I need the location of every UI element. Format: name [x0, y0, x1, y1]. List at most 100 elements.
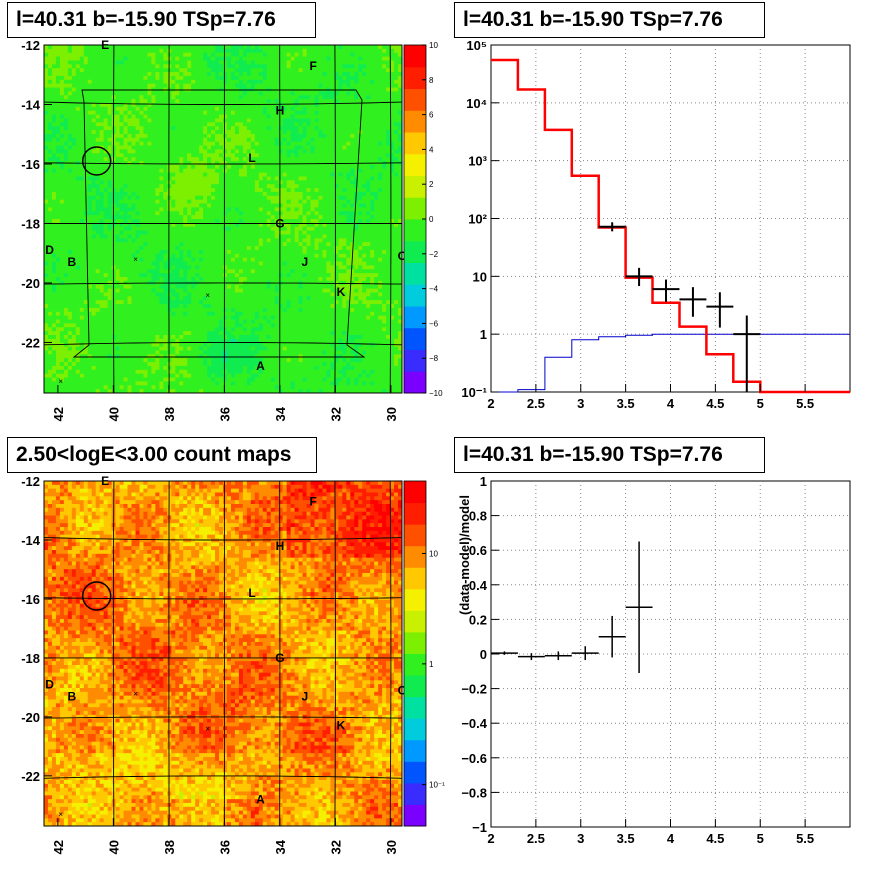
map-pixel — [167, 164, 172, 170]
map-pixel — [115, 103, 120, 108]
map-pixel — [306, 72, 311, 77]
map-pixel — [386, 153, 391, 158]
map-pixel — [278, 149, 284, 154]
map-pixel — [354, 72, 359, 77]
map-pixel — [215, 164, 220, 170]
map-pixel — [366, 106, 371, 112]
map-pixel — [131, 126, 136, 131]
map-pixel — [226, 149, 232, 154]
map-pixel — [191, 176, 196, 181]
map-pixel — [258, 188, 264, 193]
map-pixel — [370, 87, 375, 92]
map-pixel — [199, 180, 204, 185]
map-pixel — [350, 145, 355, 150]
map-pixel — [330, 226, 335, 231]
map-pixel — [191, 211, 196, 216]
map-pixel — [326, 203, 331, 208]
map-pixel — [123, 242, 128, 247]
map-pixel — [306, 149, 311, 154]
map-pixel — [135, 230, 140, 235]
map-pixel — [362, 215, 367, 220]
map-pixel — [318, 103, 323, 108]
map-pixel — [374, 207, 379, 212]
map-pixel — [370, 176, 375, 181]
map-pixel — [246, 191, 252, 197]
map-pixel — [95, 103, 101, 108]
map-pixel — [338, 215, 343, 220]
map-pixel — [207, 72, 212, 77]
map-pixel — [246, 226, 252, 231]
map-pixel — [258, 253, 264, 259]
map-pixel — [175, 226, 180, 231]
map-pixel — [79, 184, 85, 189]
map-pixel — [83, 253, 89, 259]
map-pixel — [382, 199, 387, 204]
map-pixel — [107, 230, 113, 235]
map-pixel — [59, 141, 65, 146]
map-pixel — [306, 145, 311, 150]
map-pixel — [83, 83, 89, 88]
map-pixel — [338, 45, 343, 50]
map-pixel — [183, 52, 188, 57]
map-pixel — [306, 91, 311, 96]
map-pixel — [238, 153, 244, 158]
map-pixel — [87, 56, 93, 61]
map-pixel — [75, 68, 81, 73]
map-pixel — [374, 222, 379, 228]
map-pixel — [143, 83, 148, 88]
map-pixel — [354, 222, 359, 228]
map-pixel — [390, 72, 395, 77]
map-pixel — [203, 122, 208, 127]
map-pixel — [175, 157, 180, 162]
map-pixel — [91, 207, 97, 212]
map-pixel — [183, 161, 188, 166]
map-pixel — [143, 226, 148, 231]
map-pixel — [103, 68, 109, 73]
map-pixel — [187, 153, 192, 158]
map-pixel — [91, 222, 97, 228]
map-pixel — [51, 79, 57, 85]
map-pixel — [366, 79, 371, 85]
map-pixel — [199, 91, 204, 96]
map-pixel — [330, 75, 335, 81]
map-pixel — [115, 52, 120, 57]
map-pixel — [159, 215, 164, 220]
map-pixel — [338, 207, 343, 212]
map-pixel — [262, 246, 268, 251]
map-pixel — [191, 141, 196, 146]
map-pixel — [183, 242, 188, 247]
map-pixel — [95, 48, 101, 54]
map-pixel — [378, 60, 383, 65]
map-pixel — [143, 48, 148, 54]
map-pixel — [354, 253, 359, 259]
map-pixel — [274, 83, 280, 88]
map-pixel — [262, 75, 268, 81]
map-pixel — [274, 103, 280, 108]
map-pixel — [230, 110, 236, 115]
map-pixel — [175, 72, 180, 77]
map-pixel — [187, 91, 192, 96]
map-pixel — [187, 226, 192, 231]
map-pixel — [171, 172, 176, 177]
map-pixel — [171, 168, 176, 173]
map-pixel — [322, 242, 327, 247]
map-pixel — [131, 141, 136, 146]
map-pixel — [338, 230, 343, 235]
map-pixel — [386, 242, 391, 247]
map-pixel — [234, 253, 240, 259]
map-pixel — [346, 45, 351, 50]
map-pixel — [55, 91, 61, 96]
map-pixel — [242, 161, 248, 166]
map-pixel — [179, 222, 184, 228]
map-pixel — [71, 95, 77, 100]
map-pixel — [51, 133, 57, 139]
map-pixel — [87, 180, 93, 185]
map-pixel — [207, 168, 212, 173]
map-pixel — [358, 64, 363, 69]
map-pixel — [115, 56, 120, 61]
map-pixel — [115, 230, 120, 235]
map-pixel — [298, 126, 303, 131]
map-pixel — [230, 91, 236, 96]
map-pixel — [274, 149, 280, 154]
map-pixel — [203, 184, 208, 189]
